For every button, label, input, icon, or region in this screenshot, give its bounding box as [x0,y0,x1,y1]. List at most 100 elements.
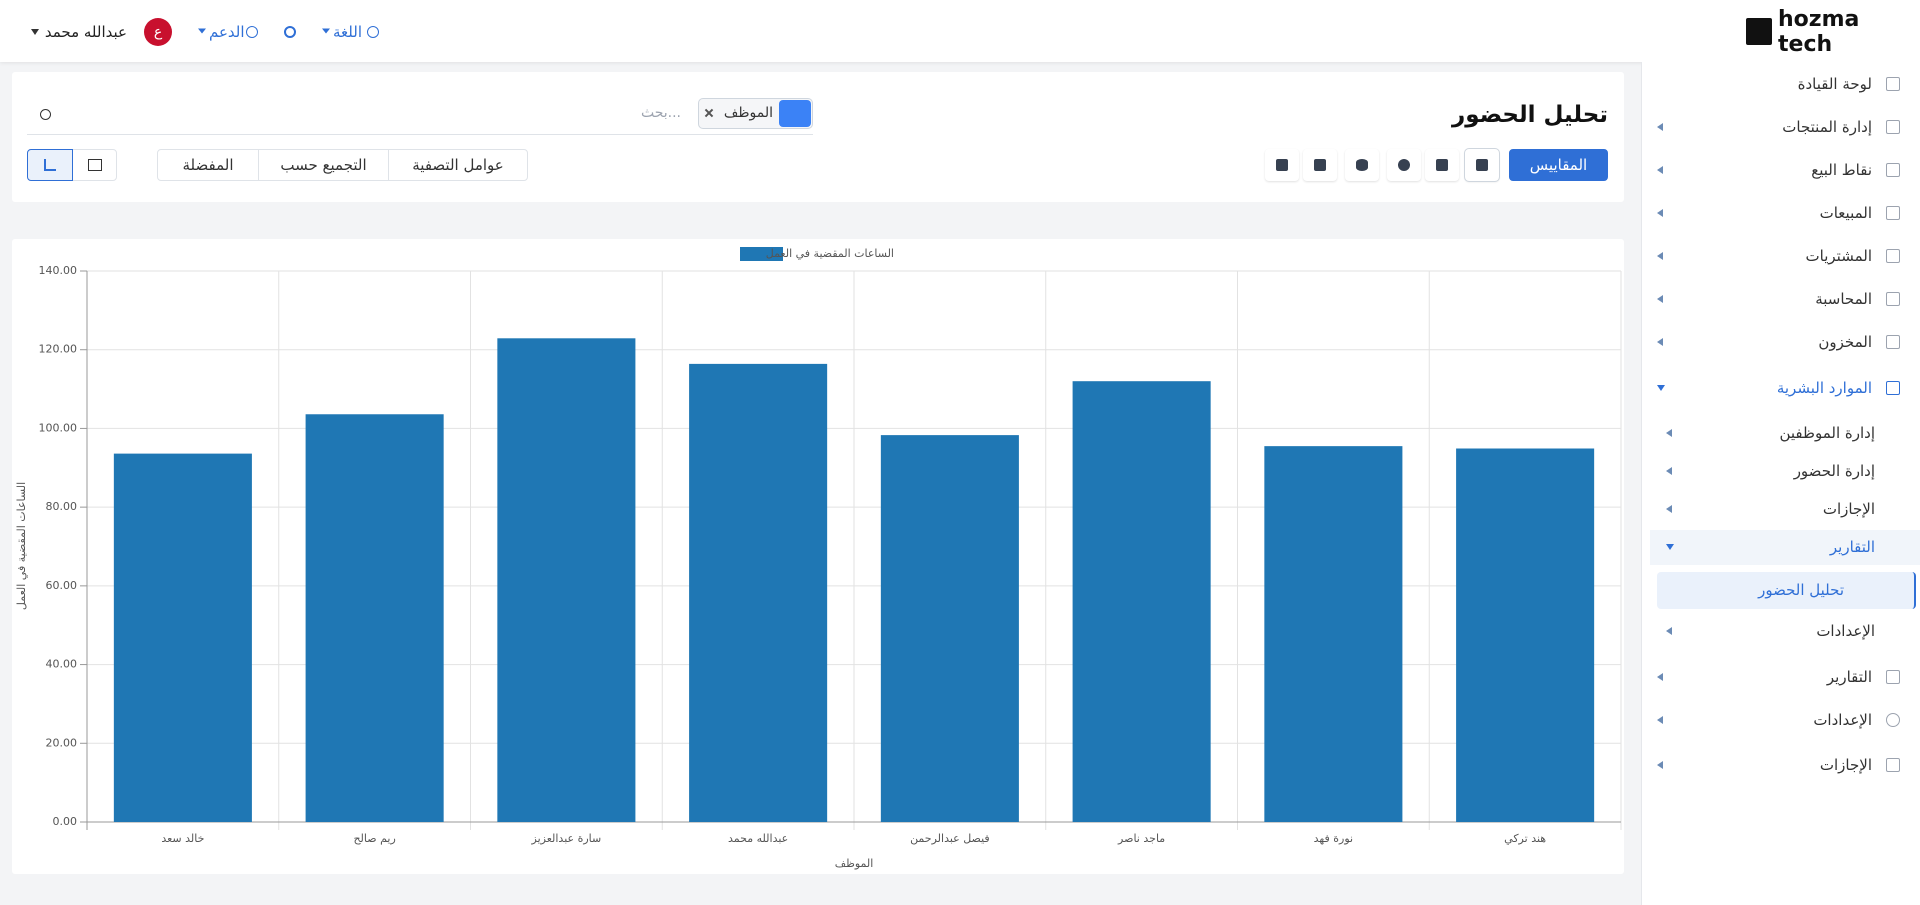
nav-item[interactable]: المخزون [1818,333,1872,351]
legend-swatch [740,247,783,261]
bar [880,435,1019,822]
measures-button[interactable]: المقاييس [1509,149,1608,181]
support-caret[interactable] [198,28,206,34]
nav-caret[interactable] [1657,385,1665,391]
theme-toggle[interactable] [284,26,296,38]
y-tick-label: 140.00 [39,264,78,277]
x-tick-label: عبدالله محمد [728,832,788,845]
nav-caret[interactable] [1666,544,1674,550]
top-bar: hozma tech عبدالله محمد ع الدعم اللغة [0,0,1920,62]
y-tick-label: 120.00 [39,343,78,356]
icon [1276,159,1288,171]
nav-caret[interactable] [1657,166,1663,174]
nav-sub-item[interactable]: إدارة الموظفين [1779,424,1875,442]
nav-icon [1886,335,1900,349]
nav-item[interactable]: المشتريات [1805,247,1872,265]
nav-item-active[interactable]: الموارد البشرية [1776,379,1872,397]
bar [1072,381,1211,822]
bar [113,453,252,822]
icon [1476,159,1488,171]
y-tick-label: 20.00 [46,736,78,749]
user-name[interactable]: عبدالله محمد [44,23,127,41]
nav-selected [1657,572,1916,609]
table-view-icon[interactable] [88,159,102,171]
bar [1456,448,1595,822]
nav-icon [1886,77,1900,91]
nav-icon [1886,206,1900,220]
nav-item[interactable]: لوحة القيادة [1797,75,1872,93]
line-chart-button[interactable] [1425,149,1459,181]
nav-highlight [1650,530,1920,565]
x-axis-title: الموظف [835,857,874,870]
icon [1398,159,1410,171]
y-axis-title: الساعات المقضية في العمل [15,482,28,610]
sort-desc-button[interactable] [1303,149,1337,181]
nav-icon [1886,163,1900,177]
filters-button[interactable]: عوامل التصفية [388,149,528,181]
user-caret[interactable] [31,29,39,35]
x-tick-label: ريم صالح [353,832,395,845]
legend-label: الساعات المقضية في العمل [766,247,894,260]
avatar[interactable]: ع [144,18,172,46]
support-link[interactable]: الدعم [209,23,245,41]
nav-icon [1886,758,1900,772]
nav-caret[interactable] [1666,627,1672,635]
bar-chart-button[interactable] [1464,148,1500,182]
language-icon [367,26,379,38]
nav-item[interactable]: الإجازات [1819,756,1872,774]
stacked-button[interactable] [1345,149,1379,181]
nav-item[interactable]: نقاط البيع [1811,161,1872,179]
facet-icon [779,100,811,127]
favorites-label: المفضلة [182,156,234,174]
nav-caret[interactable] [1657,252,1663,260]
nav-item[interactable]: المبيعات [1819,204,1872,222]
nav-sub-item[interactable]: التقارير [1829,538,1875,556]
nav-icon [1886,249,1900,263]
nav-sub-item[interactable]: الإعدادات [1816,622,1875,640]
nav-icon [1886,713,1900,727]
search-box[interactable] [27,96,813,135]
nav-caret[interactable] [1666,429,1672,437]
nav-item[interactable]: التقارير [1826,668,1872,686]
icon [1314,159,1326,171]
nav-caret[interactable] [1657,209,1663,217]
bar [1264,446,1403,822]
nav-caret[interactable] [1657,761,1663,769]
bar [497,338,636,822]
nav-caret[interactable] [1666,467,1672,475]
favorites-button[interactable]: المفضلة [157,149,259,181]
search-icon[interactable] [40,109,51,120]
nav-item[interactable]: المحاسبة [1815,290,1872,308]
y-tick-label: 60.00 [46,579,78,592]
nav-caret[interactable] [1657,338,1663,346]
nav-caret[interactable] [1666,505,1672,513]
group-by-button[interactable]: التجميع حسب [258,149,389,181]
icon [1356,159,1368,171]
language-caret[interactable] [322,28,330,34]
nav-caret[interactable] [1657,673,1663,681]
x-tick-label: فيصل عبدالرحمن [910,832,990,845]
y-tick-label: 80.00 [46,500,78,513]
nav-caret[interactable] [1657,716,1663,724]
icon [1436,159,1448,171]
logo-mark [1746,18,1772,45]
nav-caret[interactable] [1657,123,1663,131]
nav-icon [1886,381,1900,395]
sort-asc-button[interactable] [1265,149,1299,181]
nav-caret[interactable] [1657,295,1663,303]
filters-label: عوامل التصفية [412,156,504,174]
nav-sub-item[interactable]: الإجازات [1822,500,1875,518]
x-tick-label: نورة فهد [1314,832,1353,845]
pie-chart-button[interactable] [1387,149,1421,181]
y-tick-label: 100.00 [39,421,78,434]
language-link[interactable]: اللغة [333,23,362,41]
nav-sub-sub-item[interactable]: تحليل الحضور [1758,581,1844,599]
graph-view-button[interactable] [27,149,73,181]
nav-sub-item[interactable]: إدارة الحضور [1793,462,1875,480]
nav-icon [1886,292,1900,306]
bar [305,414,444,822]
nav-item[interactable]: الإعدادات [1813,711,1872,729]
nav-item[interactable]: إدارة المنتجات [1782,118,1872,136]
